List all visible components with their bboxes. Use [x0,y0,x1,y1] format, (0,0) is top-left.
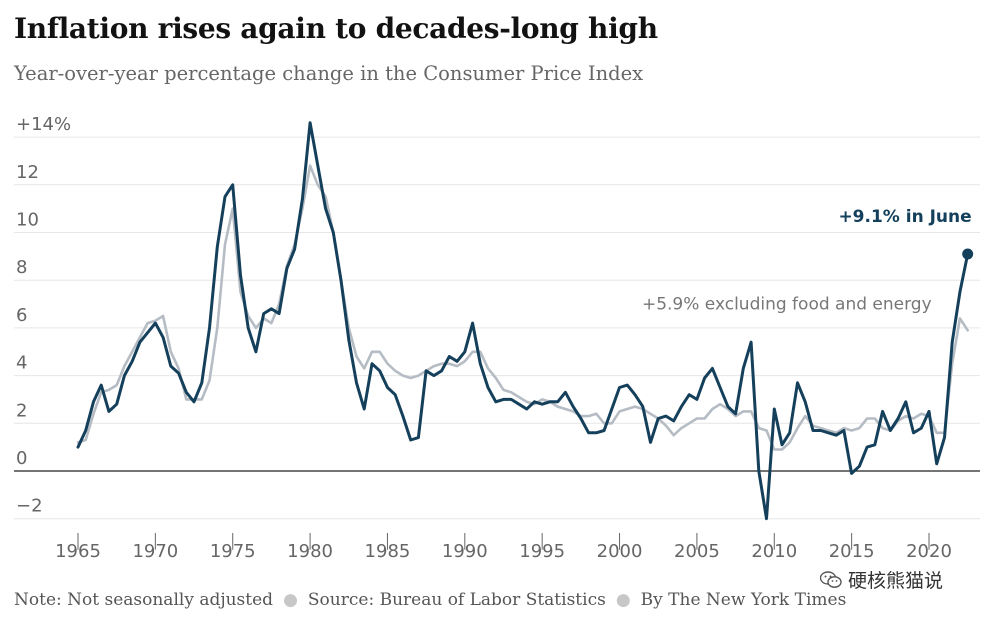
y-tick-label: 12 [16,162,39,183]
watermark-text: 硬核熊猫说 [848,570,944,592]
x-axis-ticks: 1965 1970 1975 1980 1985 1990 1995 2000 2005 2010… [55,533,952,562]
x-tick-label: 2010 [751,541,797,562]
y-axis-ticks: −2 0 2 4 6 8 10 12 +14% [16,114,71,517]
annotation-core-inflation: +5.9% excluding food and energy [642,294,932,314]
y-tick-label: −2 [16,496,43,517]
x-tick-label: 1965 [55,541,101,562]
x-tick-label: 2000 [597,541,643,562]
y-tick-label: 6 [16,305,27,326]
x-tick-label: 1995 [519,541,565,562]
x-tick-label: 1980 [287,541,333,562]
footer-byline: By The New York Times [640,590,847,610]
x-tick-label: 2005 [674,541,720,562]
endpoint-markers [962,248,974,260]
footer-separator: ● [283,590,298,610]
footer-separator: ● [615,590,631,610]
y-tick-label: 4 [16,353,27,374]
series-line-cpi [76,121,970,521]
chart-subtitle: Year-over-year percentage change in the … [14,62,644,85]
x-tick-label: 2020 [906,541,952,562]
y-tick-label: 0 [16,448,27,469]
grid-lines [14,136,980,520]
x-tick-label: 1970 [132,541,178,562]
series-line-core [76,164,969,451]
footer-note: Note: Not seasonally adjusted [14,590,274,610]
chart-footer: Note: Not seasonally adjusted ● Source: Bu… [14,590,846,610]
y-tick-label: 8 [16,257,27,278]
footer-source: Source: Bureau of Labor Statistics [307,590,606,610]
x-tick-label: 1990 [442,541,488,562]
series-lines [76,121,970,521]
wechat-icon [820,570,842,588]
watermark: 硬核熊猫说 [820,566,943,593]
cpi-endpoint-marker [962,248,974,260]
chart-title: Inflation rises again to decades-long hi… [14,12,658,45]
x-tick-label: 2015 [829,541,875,562]
y-tick-label: +14% [16,114,71,135]
x-tick-label: 1975 [210,541,256,562]
x-tick-label: 1985 [365,541,411,562]
y-tick-label: 2 [16,400,27,421]
y-tick-label: 10 [16,210,39,231]
annotation-cpi-june: +9.1% in June [838,207,971,227]
